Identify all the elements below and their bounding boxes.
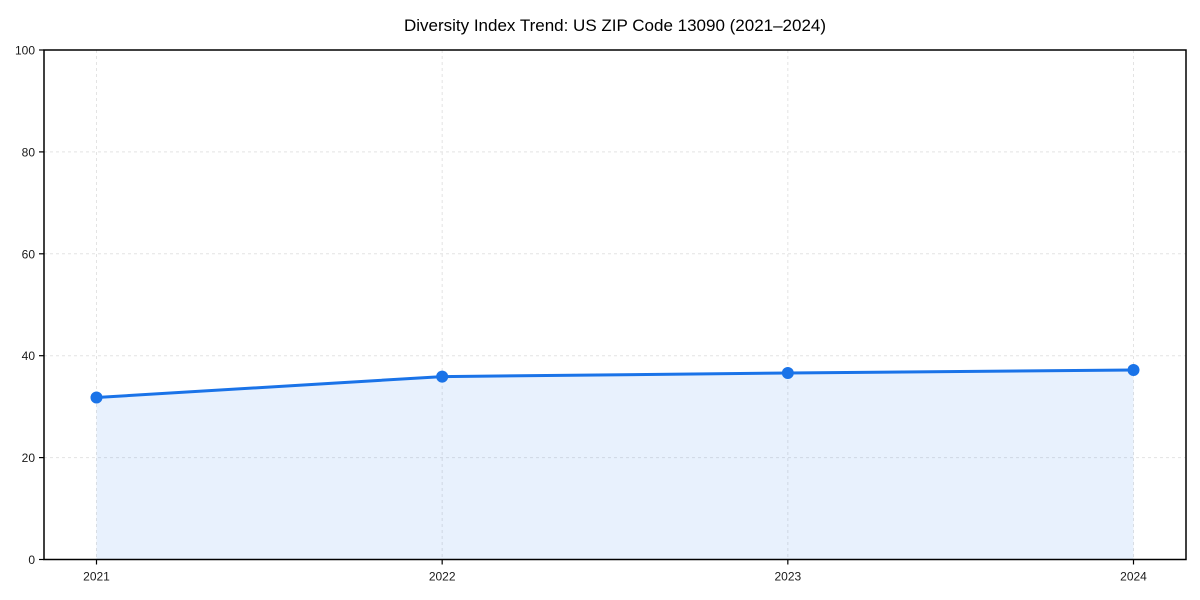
x-tick-label: 2024 [1120,570,1147,584]
plot-border [43,49,1187,561]
y-tick-label: 60 [22,247,36,261]
series-area [96,369,1134,560]
data-point-2024 [1127,363,1140,376]
y-tick-label: 40 [22,349,36,363]
x-tick-label: 2021 [83,570,110,584]
x-tick-label: 2022 [429,570,456,584]
series-line [95,368,1135,399]
y-tick-label: 0 [28,553,35,567]
data-point-2022 [436,370,449,383]
data-point-2023 [781,367,794,380]
y-tick-label: 100 [15,44,35,58]
y-tick-label: 80 [22,145,36,159]
x-tick-label: 2023 [774,570,801,584]
y-tick-label: 20 [22,451,36,465]
chart-title: Diversity Index Trend: US ZIP Code 13090… [404,16,826,35]
data-point-2021 [90,391,103,404]
